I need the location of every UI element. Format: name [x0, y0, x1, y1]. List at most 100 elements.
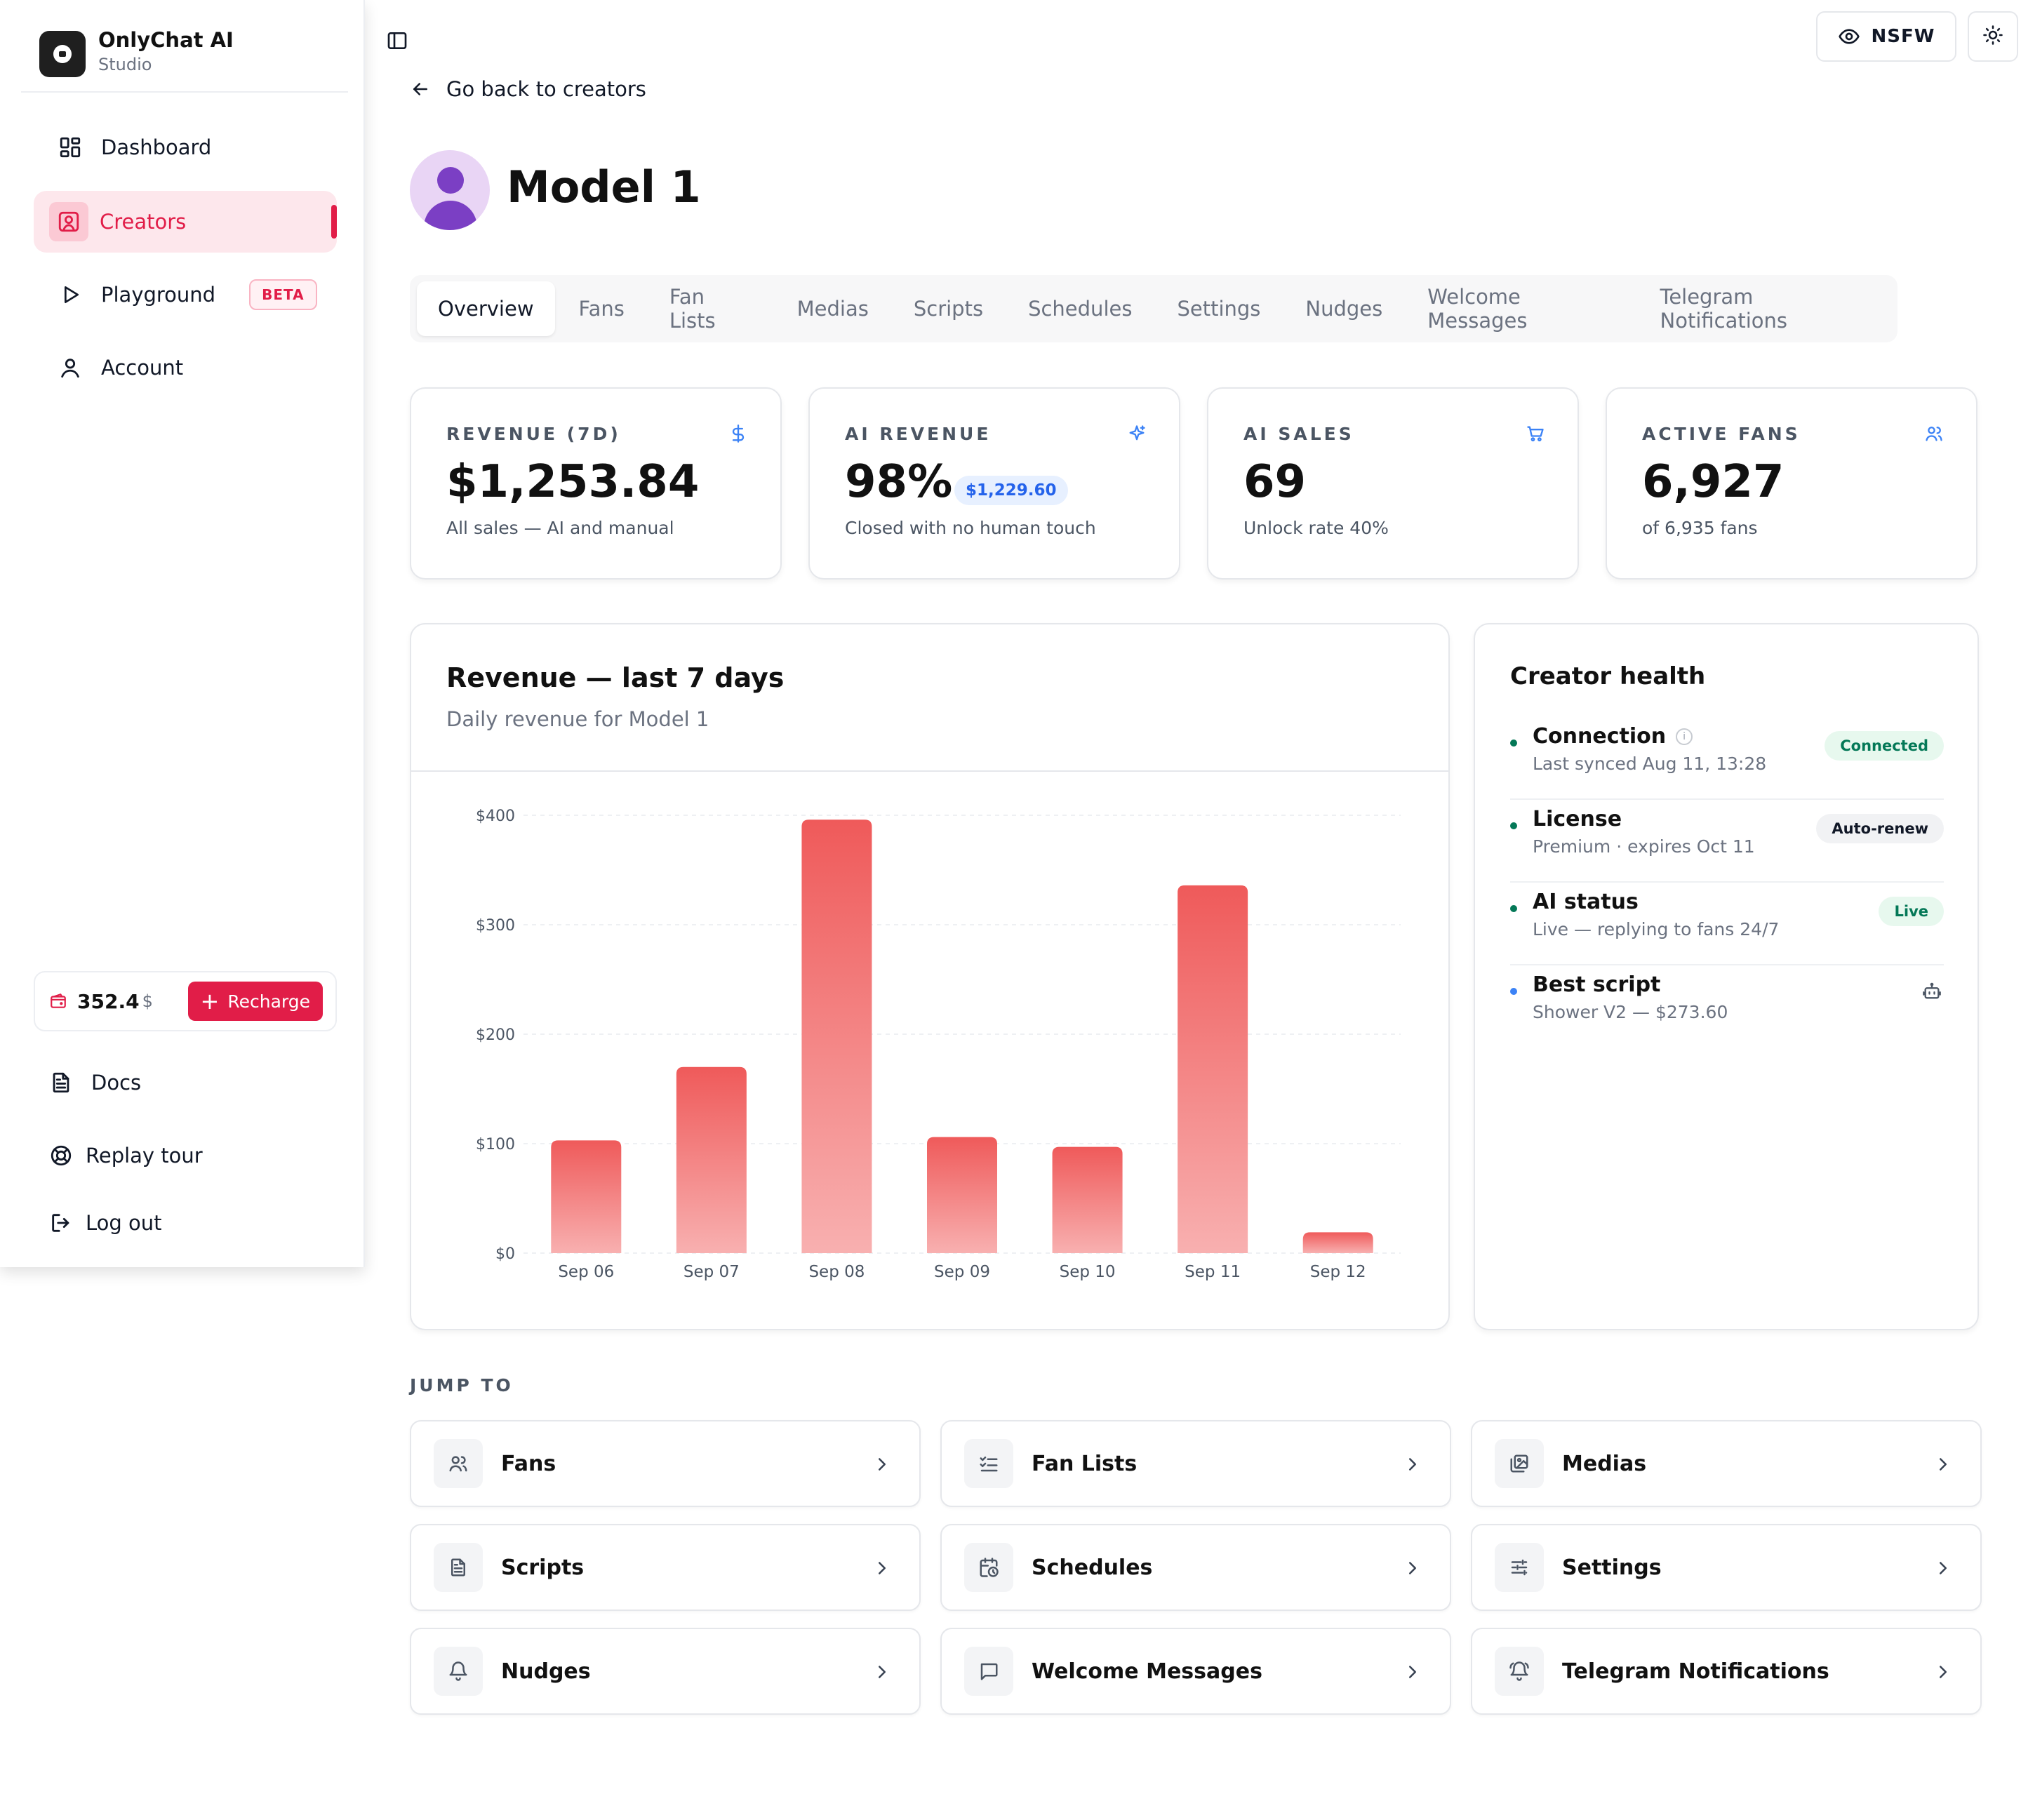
jump-card-settings[interactable]: Settings [1471, 1524, 1982, 1611]
tab-fans[interactable]: Fans [578, 297, 625, 321]
bot-icon [39, 31, 86, 77]
chevron-right-icon [1402, 1454, 1423, 1475]
wallet-icon [48, 991, 69, 1012]
nsfw-label: NSFW [1871, 26, 1935, 47]
chart-bar[interactable] [551, 1140, 622, 1253]
sidebar-item-label: Dashboard [101, 135, 212, 159]
ai-revenue-amount-badge: $1,229.60 [954, 476, 1068, 505]
tab-medias[interactable]: Medias [796, 297, 869, 321]
brand-subtitle: Studio [98, 55, 152, 74]
jump-card-telegram-notifications[interactable]: Telegram Notifications [1471, 1628, 1982, 1715]
tab-fan-lists[interactable]: Fan Lists [669, 285, 716, 333]
info-icon[interactable]: i [1676, 728, 1693, 745]
avatar [410, 150, 490, 230]
cart-icon [1524, 422, 1547, 445]
jump-card-welcome-messages[interactable]: Welcome Messages [940, 1628, 1451, 1715]
tab-overview[interactable]: Overview [417, 281, 555, 336]
status-badge: Connected [1825, 731, 1944, 761]
wallet-currency: $ [142, 991, 153, 1011]
jump-card-nudges[interactable]: Nudges [410, 1628, 921, 1715]
brand[interactable]: OnlyChat AI Studio [21, 18, 348, 93]
eye-icon [1838, 25, 1860, 48]
status-dot [1510, 822, 1517, 829]
jump-card-scripts[interactable]: Scripts [410, 1524, 921, 1611]
status-dot [1510, 988, 1517, 995]
dollar-icon [727, 422, 749, 445]
chart-bar[interactable] [801, 819, 872, 1253]
calendar-clock-icon [964, 1543, 1013, 1592]
recharge-button[interactable]: + Recharge [187, 982, 323, 1021]
sidebar-item-creators[interactable]: Creators [34, 191, 337, 253]
kpi-card-revenue: REVENUE (7D) $1,253.84 All sales — AI an… [410, 387, 782, 580]
sidebar-item-label: Playground [101, 283, 216, 307]
tab-bar: Overview Fans Fan Lists Medias Scripts S… [410, 275, 1897, 342]
chart-bar[interactable] [1178, 885, 1248, 1253]
sidebar-replay-tour[interactable]: Replay tour [34, 1131, 203, 1180]
sparkles-icon [1126, 422, 1148, 445]
sidebar-item-account[interactable]: Account [34, 337, 337, 399]
jump-card-label: Settings [1562, 1555, 1662, 1580]
tab-telegram-notifications[interactable]: Telegram Notifications [1660, 285, 1788, 333]
chevron-right-icon [1402, 1661, 1423, 1682]
users-icon [434, 1439, 483, 1488]
jump-card-label: Telegram Notifications [1562, 1659, 1829, 1684]
back-to-creators-link[interactable]: Go back to creators [410, 77, 646, 101]
chart-header: Revenue — last 7 days Daily revenue for … [411, 624, 1448, 772]
wallet-amount: 352.4 [77, 989, 140, 1013]
sidebar-logout[interactable]: Log out [34, 1198, 162, 1247]
kpi-subtext: of 6,935 fans [1642, 518, 1758, 538]
y-tick-label: $0 [495, 1245, 515, 1263]
chart-title: Revenue — last 7 days [446, 662, 785, 693]
kpi-card-ai-revenue: AI REVENUE 98% $1,229.60 Closed with no … [808, 387, 1180, 580]
back-label: Go back to creators [446, 77, 646, 101]
sidebar-item-playground[interactable]: Playground BETA [34, 264, 337, 326]
user-square-icon [49, 202, 88, 241]
tab-settings[interactable]: Settings [1177, 297, 1261, 321]
x-tick-label: Sep 11 [1185, 1263, 1241, 1281]
revenue-bar-chart: $0 $100 $200 $300 $400 Sep 06 Sep 07 Sep 08 Sep … [476, 808, 1401, 1281]
tab-schedules[interactable]: Schedules [1028, 297, 1133, 321]
arrow-left-icon [410, 79, 431, 100]
replay-tour-label: Replay tour [86, 1144, 203, 1167]
docs-label: Docs [91, 1071, 142, 1095]
jump-card-fans[interactable]: Fans [410, 1420, 921, 1507]
chart-bar[interactable] [676, 1066, 747, 1253]
health-row-license: License Premium · expires Oct 11 Auto-re… [1510, 800, 1944, 883]
revenue-chart-card: Revenue — last 7 days Daily revenue for … [410, 623, 1450, 1330]
user-icon [55, 352, 86, 383]
health-row-name: Connection [1533, 724, 1667, 749]
y-tick-label: $300 [476, 917, 515, 935]
sidebar-toggle-button[interactable] [383, 28, 411, 56]
logout-label: Log out [86, 1211, 162, 1235]
health-row-desc: Last synced Aug 11, 13:28 [1533, 754, 1767, 774]
tab-nudges[interactable]: Nudges [1305, 297, 1383, 321]
document-icon [46, 1068, 76, 1097]
jump-card-medias[interactable]: Medias [1471, 1420, 1982, 1507]
sidebar: OnlyChat AI Studio Dashboard Creators Pl… [0, 0, 365, 1267]
health-title: Creator health [1510, 662, 1706, 690]
jump-card-fan-lists[interactable]: Fan Lists [940, 1420, 1451, 1507]
panel-left-icon [386, 29, 408, 55]
x-tick-label: Sep 08 [808, 1263, 865, 1281]
jump-card-schedules[interactable]: Schedules [940, 1524, 1451, 1611]
chart-bar[interactable] [927, 1137, 997, 1253]
kpi-value: 6,927 [1642, 456, 1785, 508]
health-row-best-script: Best script Shower V2 — $273.60 [1510, 965, 1944, 1048]
kpi-value: 69 [1243, 456, 1307, 508]
tab-welcome-messages[interactable]: Welcome Messages [1427, 285, 1528, 333]
sun-icon [1982, 25, 2003, 48]
theme-toggle-button[interactable] [1968, 11, 2018, 62]
chart-bar[interactable] [1302, 1232, 1373, 1253]
sidebar-item-label: Account [101, 356, 184, 380]
sidebar-item-dashboard[interactable]: Dashboard [34, 116, 337, 178]
chart-bar[interactable] [1052, 1146, 1123, 1253]
sidebar-docs-link[interactable]: Docs [34, 1058, 141, 1107]
tab-scripts[interactable]: Scripts [913, 297, 984, 321]
health-row-name: License [1533, 807, 1622, 831]
jump-card-label: Nudges [501, 1659, 591, 1684]
x-tick-label: Sep 06 [558, 1263, 614, 1281]
nsfw-toggle-button[interactable]: NSFW [1816, 11, 1956, 62]
chart-subtitle: Daily revenue for Model 1 [446, 707, 709, 731]
bell-icon [434, 1647, 483, 1696]
chevron-right-icon [872, 1558, 893, 1579]
